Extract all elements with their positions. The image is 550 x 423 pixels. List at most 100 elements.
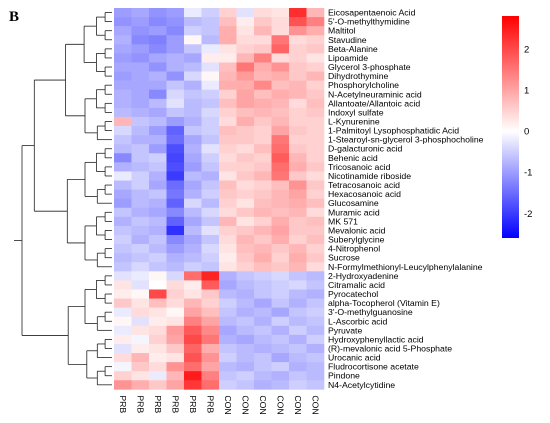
heatmap-cell [254, 17, 272, 27]
heatmap-cell [306, 316, 325, 327]
heatmap-cell [166, 26, 185, 36]
heatmap-cell [184, 71, 202, 81]
heatmap-cell [184, 53, 202, 63]
heatmap-cell [166, 89, 185, 100]
heatmap-cell [166, 235, 185, 245]
heatmap-cell [219, 89, 237, 100]
heatmap-cell [184, 380, 202, 390]
heatmap-cell [149, 371, 167, 381]
heatmap-cell [131, 189, 150, 199]
row-label: MK 571 [328, 216, 358, 226]
heatmap-cell [114, 325, 132, 336]
heatmap-cell [149, 316, 167, 327]
heatmap-cell [306, 325, 325, 336]
heatmap-cell [114, 207, 132, 218]
heatmap-cell [219, 98, 237, 109]
heatmap-cell [289, 26, 307, 36]
heatmap-cell [184, 135, 202, 145]
heatmap-cell [114, 116, 132, 127]
heatmap-cell [289, 8, 307, 18]
heatmap-cell [306, 271, 325, 281]
heatmap-cell [114, 135, 132, 145]
heatmap-cell [201, 380, 220, 390]
heatmap-cell [306, 353, 325, 363]
heatmap-cell [184, 253, 202, 263]
heatmap-cell [131, 343, 150, 354]
heatmap-cell [271, 380, 290, 390]
heatmap-cell [166, 362, 185, 372]
heatmap-cell [254, 316, 272, 327]
heatmap-cell [254, 216, 272, 227]
heatmap-cell [149, 116, 167, 127]
heatmap-cell [166, 71, 185, 81]
heatmap-cell [114, 26, 132, 36]
heatmap-cell [184, 189, 202, 199]
heatmap-cell [271, 307, 290, 318]
heatmap-cell [166, 262, 185, 272]
heatmap-cell [201, 307, 220, 318]
heatmap-cell [254, 235, 272, 245]
row-label: Lipoamide [328, 53, 368, 63]
heatmap-cell [271, 216, 290, 227]
heatmap-cell [149, 216, 167, 227]
heatmap-cell [289, 253, 307, 263]
heatmap-cell [271, 180, 290, 190]
row-label: Stavudine [328, 35, 367, 45]
heatmap-cell [114, 17, 132, 27]
heatmap-cell [149, 171, 167, 181]
heatmap-cell [236, 116, 255, 127]
heatmap-cell [271, 162, 290, 172]
row-label: 4-Nitrophenol [328, 244, 380, 254]
heatmap-cell [219, 353, 237, 363]
heatmap-cell [306, 343, 325, 354]
heatmap-cell [131, 89, 150, 100]
heatmap-cell [149, 207, 167, 218]
heatmap-cell [149, 235, 167, 245]
heatmap-cell [306, 26, 325, 36]
heatmap-cell [289, 153, 307, 163]
heatmap-cell [219, 343, 237, 354]
heatmap-cell [306, 116, 325, 127]
column-label: CON [223, 395, 233, 414]
heatmap-cell [289, 216, 307, 227]
row-label: Phosphorylcholine [328, 80, 399, 90]
row-label: alpha-Tocopherol (Vitamin E) [328, 298, 440, 308]
heatmap-cell [114, 343, 132, 354]
heatmap-cell [271, 71, 290, 81]
heatmap-cell [271, 62, 290, 72]
heatmap-cell [236, 44, 255, 54]
heatmap-cell [236, 53, 255, 63]
heatmap-cell [184, 62, 202, 72]
heatmap-cell [114, 362, 132, 372]
heatmap-cell [184, 198, 202, 209]
heatmap-cell [219, 180, 237, 190]
heatmap-cell [184, 80, 202, 91]
heatmap-cell [306, 126, 325, 136]
heatmap-cell [201, 144, 220, 154]
heatmap-cell [289, 53, 307, 63]
heatmap-cell [149, 44, 167, 54]
heatmap-cell [166, 298, 185, 308]
heatmap-cell [289, 289, 307, 299]
heatmap-cell [271, 126, 290, 136]
heatmap-cell [271, 198, 290, 209]
heatmap-cell [306, 225, 325, 236]
heatmap-cell [149, 325, 167, 336]
heatmap-cell [149, 198, 167, 209]
heatmap-cell [184, 8, 202, 18]
heatmap-cell [131, 307, 150, 318]
heatmap-cell [219, 189, 237, 199]
heatmap-cell [166, 207, 185, 218]
heatmap-cell [219, 153, 237, 163]
heatmap-cell [149, 26, 167, 36]
heatmap-cell [166, 135, 185, 145]
heatmap-cell [271, 189, 290, 199]
heatmap-cell [166, 316, 185, 327]
heatmap-cell [271, 271, 290, 281]
heatmap-cell [166, 271, 185, 281]
heatmap-cell [236, 62, 255, 72]
heatmap-cell [289, 362, 307, 372]
heatmap-cell [236, 153, 255, 163]
heatmap-cell [166, 189, 185, 199]
heatmap-cell [201, 334, 220, 345]
